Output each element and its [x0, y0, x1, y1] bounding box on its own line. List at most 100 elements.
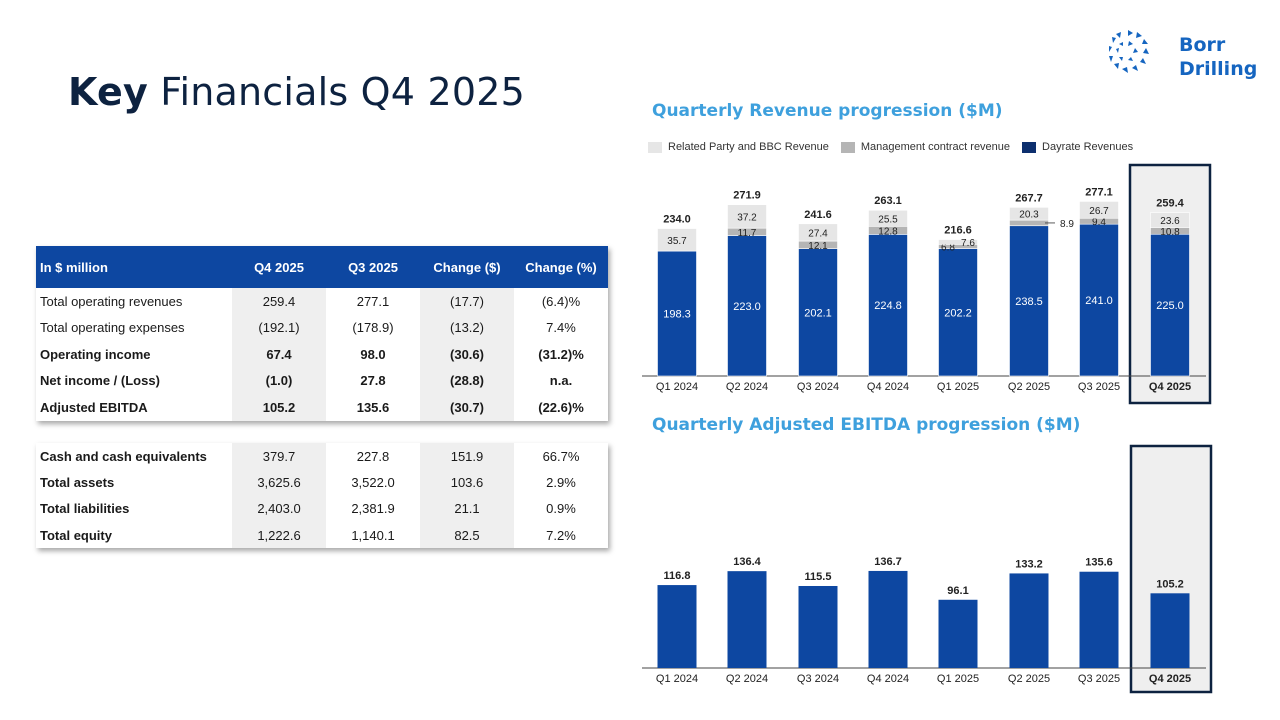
- x-tick-label: Q3 2024: [797, 673, 839, 685]
- bar-ebitda: [1009, 573, 1049, 668]
- x-tick-label: Q3 2025: [1078, 381, 1120, 393]
- x-tick-label: Q1 2025: [937, 381, 979, 393]
- total-label: 271.9: [733, 190, 761, 202]
- cell-q4: (192.1): [232, 314, 326, 341]
- header-q3: Q3 2025: [326, 246, 420, 288]
- cell-label: Total equity: [40, 527, 112, 543]
- cell-pct: n.a.: [549, 373, 573, 389]
- data-label-dayrate: 198.3: [663, 309, 691, 321]
- cell-q3: 98.0: [360, 346, 386, 362]
- cell-pct: (31.2)%: [538, 346, 584, 362]
- cell-pct: 66.7%: [542, 448, 580, 464]
- cell-q4: (1.0): [232, 367, 326, 394]
- data-label-related-party: 27.4: [808, 228, 828, 239]
- data-label-dayrate: 238.5: [1015, 296, 1043, 308]
- bar-ebitda: [868, 570, 908, 668]
- legend-label-management: Management contract revenue: [860, 141, 1011, 153]
- total-label: 241.6: [804, 209, 832, 221]
- data-label-dayrate: 202.1: [804, 307, 832, 319]
- bar-management-contract-revenue: [1009, 219, 1049, 227]
- table-row: Cash and cash equivalents 379.7 227.8 151.9…: [36, 443, 608, 470]
- x-tick-label: Q1 2024: [656, 673, 698, 685]
- cell-q4: 1,222.6: [232, 521, 326, 549]
- cell-q3: 277.1: [356, 293, 390, 309]
- cell-q4: 105.2: [232, 394, 326, 421]
- ebitda-chart-title: Quarterly Adjusted EBITDA progression ($…: [652, 415, 1081, 435]
- cell-label: Cash and cash equivalents: [40, 448, 207, 464]
- cell-q4: 2,403.0: [232, 495, 326, 522]
- x-tick-label: Q4 2025: [1149, 381, 1191, 393]
- data-label-related-party: 23.6: [1160, 216, 1180, 227]
- data-label-ebitda: 105.2: [1156, 578, 1184, 590]
- table-row: Total operating expenses (192.1) (178.9) (1…: [36, 314, 608, 341]
- data-label-related-party: 35.7: [667, 236, 687, 247]
- cell-q3: 135.6: [356, 399, 390, 415]
- total-label: 234.0: [663, 214, 691, 226]
- data-label-management: 8.9: [1060, 219, 1074, 230]
- data-label-management: 9.4: [1092, 217, 1106, 228]
- data-label-ebitda: 133.2: [1015, 558, 1043, 570]
- cell-q4: 67.4: [232, 341, 326, 368]
- table-row: Total liabilities 2,403.0 2,381.9 21.1 0.9%: [36, 495, 608, 522]
- data-label-dayrate: 202.2: [944, 307, 972, 319]
- data-label-related-party: 26.7: [1089, 206, 1109, 217]
- bar-dayrate-revenues: [1150, 233, 1190, 377]
- logo-mark: [1109, 30, 1149, 73]
- table-row: Total assets 3,625.6 3,522.0 103.6 2.9%: [36, 469, 608, 496]
- legend-swatch-related-party: [648, 141, 662, 153]
- x-tick-label: Q4 2024: [867, 673, 909, 685]
- bar-related-party-and-bbc-revenue: [938, 239, 978, 245]
- cell-label: Net income / (Loss): [40, 373, 160, 389]
- x-tick-label: Q1 2024: [656, 381, 698, 393]
- logo-line-2: Drilling: [1179, 58, 1258, 80]
- cell-chg: (13.2): [420, 314, 514, 341]
- cell-q4: 259.4: [232, 288, 326, 315]
- legend-item-management: Management contract revenue: [840, 141, 1011, 153]
- logo-wordmark: Borr Drilling: [1179, 33, 1257, 81]
- table-row: Operating income 67.4 98.0 (30.6) (31.2)%: [36, 341, 608, 368]
- revenue-chart-legend: Related Party and BBC Revenue Management…: [648, 141, 1133, 153]
- x-tick-label: Q2 2025: [1008, 381, 1050, 393]
- cell-label: Total assets: [40, 474, 115, 490]
- data-label-ebitda: 116.8: [664, 570, 691, 582]
- data-label-management: 10.8: [1160, 227, 1180, 238]
- page-title-rest: Financials Q4 2025: [147, 70, 525, 114]
- data-label-related-party: 25.5: [878, 214, 898, 225]
- x-tick-label: Q4 2024: [867, 381, 909, 393]
- bar-dayrate-revenues: [1009, 225, 1049, 377]
- cell-pct: (6.4)%: [541, 293, 581, 309]
- revenue-chart-title: Quarterly Revenue progression ($M): [652, 101, 1003, 121]
- total-label: 259.4: [1156, 198, 1184, 210]
- data-label-dayrate: 223.0: [733, 301, 761, 313]
- table-row: Adjusted EBITDA 105.2 135.6 (30.7) (22.6)%: [36, 394, 608, 421]
- data-label-ebitda: 136.7: [874, 556, 902, 568]
- cell-pct: 7.2%: [546, 527, 576, 543]
- cell-chg: (30.7): [420, 394, 514, 421]
- cell-q3: (178.9): [352, 320, 394, 336]
- legend-item-dayrate: Dayrate Revenues: [1022, 141, 1133, 153]
- cell-chg: 82.5: [420, 521, 514, 549]
- cell-chg: 21.1: [420, 495, 514, 522]
- legend-swatch-management: [840, 141, 855, 153]
- bar-ebitda: [798, 585, 838, 668]
- header-change: Change ($): [420, 246, 514, 288]
- data-label-related-party: 37.2: [737, 212, 757, 223]
- bar-related-party-and-bbc-revenue: [727, 204, 767, 229]
- cell-chg: (30.6): [420, 341, 514, 368]
- table-row: Total operating revenues 259.4 277.1 (17.7)…: [36, 288, 608, 315]
- cell-q3: 1,140.1: [351, 527, 395, 543]
- logo-line-1: Borr: [1179, 34, 1226, 56]
- legend-label-dayrate: Dayrate Revenues: [1042, 141, 1134, 153]
- cell-pct: 0.9%: [546, 501, 576, 517]
- cell-chg: 151.9: [420, 443, 514, 470]
- header-change-pct: Change (%): [514, 246, 608, 288]
- cell-label: Total operating expenses: [40, 320, 185, 336]
- bar-dayrate-revenues: [727, 235, 767, 377]
- bar-dayrate-revenues: [1079, 223, 1119, 377]
- data-label-management: 6.8: [941, 242, 955, 253]
- bar-related-party-and-bbc-revenue: [798, 223, 838, 242]
- legend-swatch-dayrate: [1022, 141, 1037, 153]
- bar-related-party-and-bbc-revenue: [868, 209, 908, 227]
- bar-dayrate-revenues: [798, 248, 838, 377]
